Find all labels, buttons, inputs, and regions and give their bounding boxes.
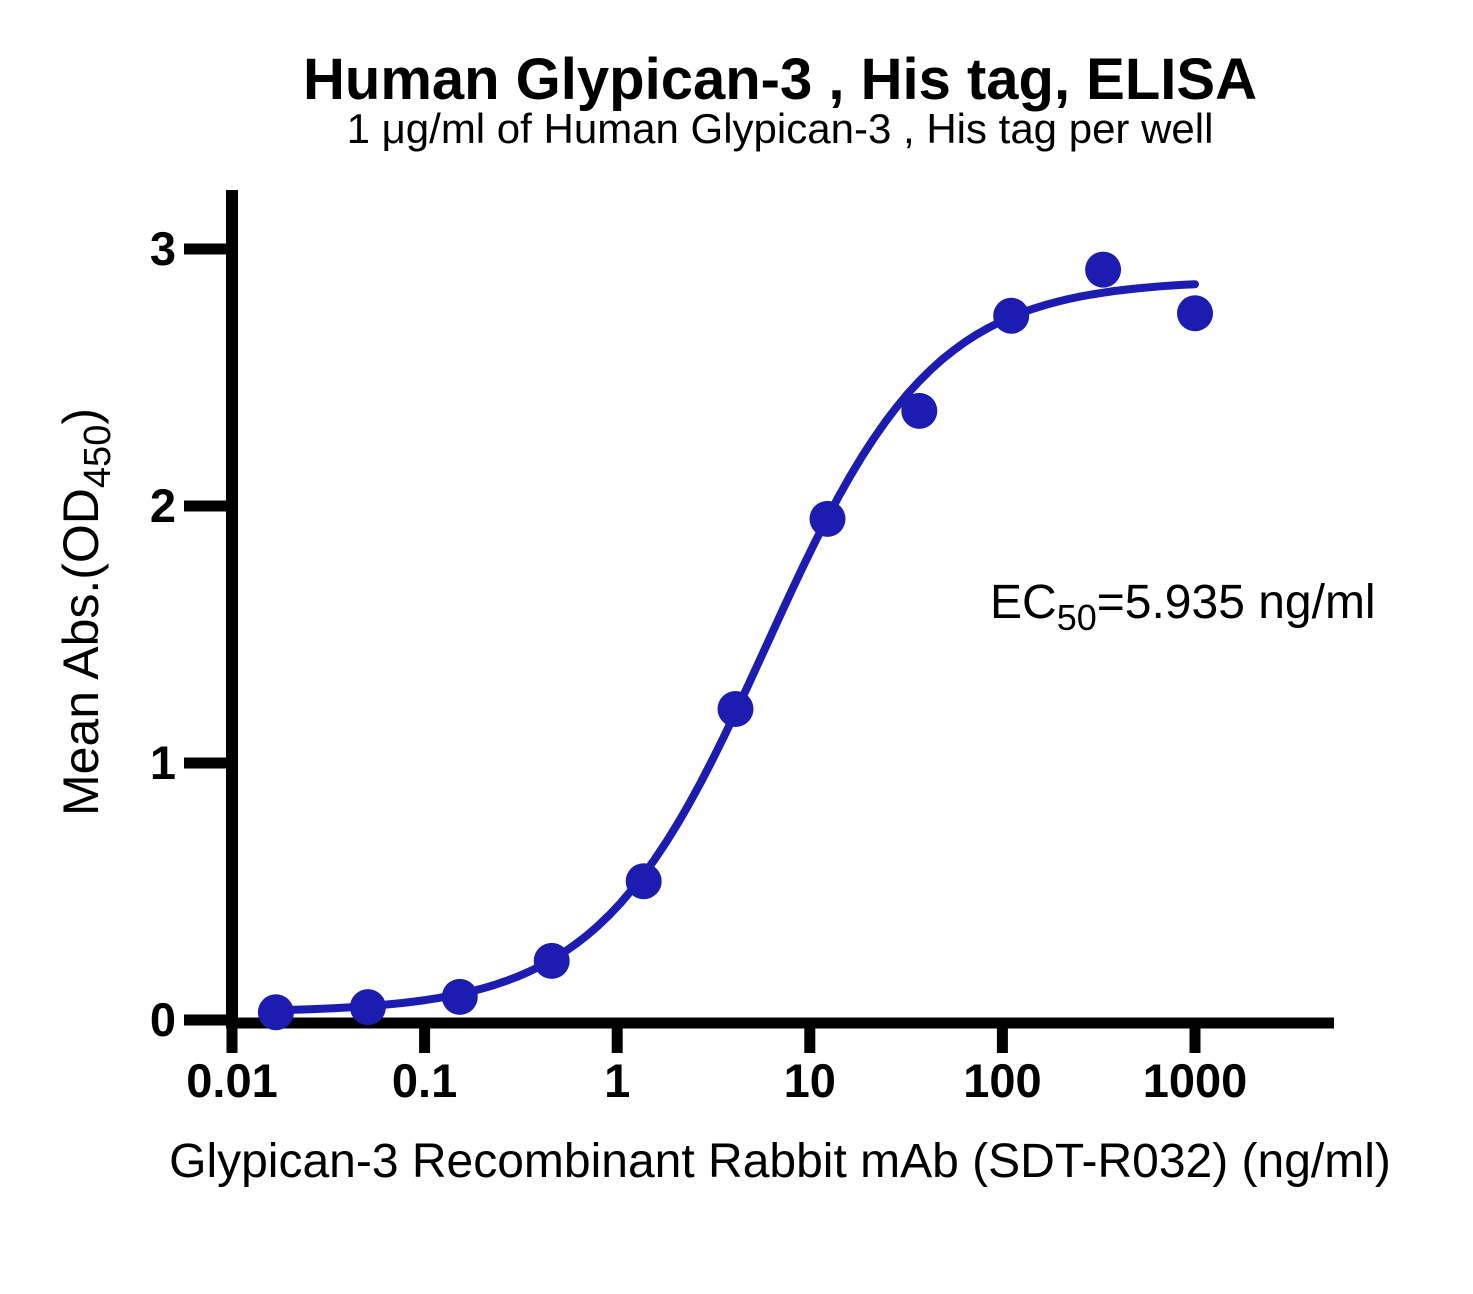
data-point: [441, 978, 478, 1015]
data-point: [809, 500, 846, 537]
x-tick-label: 1000: [1143, 1054, 1248, 1107]
x-tick-label: 10: [784, 1054, 836, 1107]
data-points: [257, 251, 1213, 1031]
data-point: [349, 989, 386, 1026]
fit-curve-line: [271, 280, 1199, 1015]
chart-title: Human Glypican-3 , His tag, ELISA: [303, 47, 1257, 112]
y-tick-label: 0: [150, 993, 176, 1046]
x-tick-label: 1: [604, 1054, 630, 1107]
ec50-subscript: 50: [1057, 597, 1097, 638]
data-point: [901, 392, 938, 429]
y-axis-label-suffix: ): [53, 408, 109, 425]
ec50-prefix: EC: [990, 576, 1057, 629]
data-point: [257, 994, 294, 1031]
y-axis-label-subscript: 450: [77, 425, 119, 488]
axes: 0 1 2 3 0.01 0.1 1 10 100 1000: [150, 190, 1334, 1107]
data-point: [993, 297, 1030, 334]
y-tick-label: 3: [150, 222, 176, 275]
x-tick-label: 0.1: [392, 1054, 457, 1107]
data-point: [717, 691, 754, 727]
x-tick-label: 0.01: [186, 1054, 277, 1107]
y-axis-label: Mean Abs.(OD450): [53, 408, 119, 816]
y-tick-label: 2: [150, 479, 176, 532]
ec50-value: =5.935 ng/ml: [1097, 576, 1376, 629]
chart-subtitle: 1 μg/ml of Human Glypican-3 , His tag pe…: [347, 105, 1214, 152]
data-point: [1085, 251, 1122, 288]
y-tick-label: 1: [150, 736, 176, 789]
ec50-annotation: EC50=5.935 ng/ml: [990, 576, 1376, 638]
x-tick-label: 100: [963, 1054, 1041, 1107]
data-point: [625, 863, 662, 900]
data-point: [1177, 295, 1213, 332]
y-axis-label-prefix: Mean Abs.(OD: [53, 488, 109, 816]
x-axis-label: Glypican-3 Recombinant Rabbit mAb (SDT-R…: [169, 1135, 1391, 1188]
data-point: [533, 942, 570, 979]
